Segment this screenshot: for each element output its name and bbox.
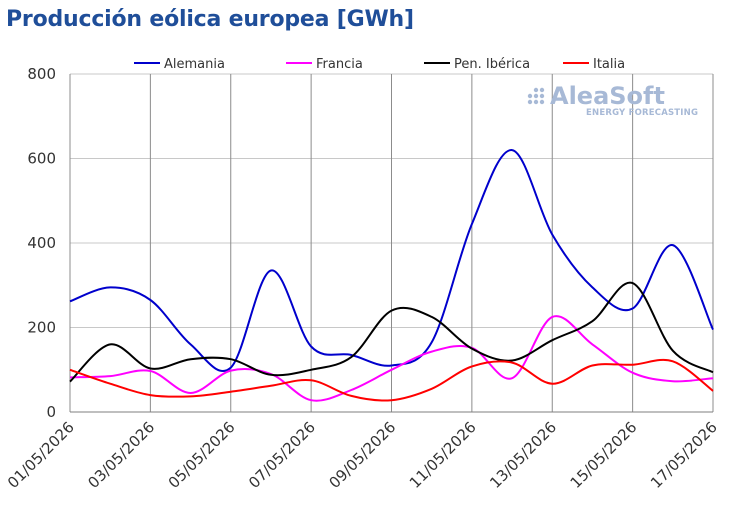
y-axis-ticks: 0 200 400 600 800 (27, 65, 56, 421)
x-tick-label: 03/05/2026 (84, 418, 158, 492)
legend-item-italia: Italia (563, 57, 625, 72)
series-line-pen-ib-rica (69, 281, 714, 383)
series-line-italia (69, 358, 714, 402)
y-tick-label: 0 (46, 403, 56, 421)
x-tick-label: 09/05/2026 (325, 418, 399, 492)
x-tick-label: 15/05/2026 (567, 418, 641, 492)
x-tick-label: 01/05/2026 (4, 418, 78, 492)
x-axis-ticks: 01/05/2026 03/05/2026 05/05/2026 07/05/2026… (4, 418, 721, 492)
x-tick-label: 07/05/2026 (245, 418, 319, 492)
y-tick-label: 200 (27, 319, 56, 337)
legend-item-francia: Francia (286, 57, 363, 72)
y-tick-label: 600 (27, 150, 56, 168)
legend-label: Francia (316, 57, 363, 72)
legend-item-alemania: Alemania (134, 57, 225, 72)
series-italia (69, 358, 714, 402)
y-tick-label: 800 (27, 65, 56, 83)
watermark: AleaSoft ENERGY FORECASTING (527, 82, 698, 118)
x-tick-label: 17/05/2026 (647, 418, 721, 492)
series-line-francia (69, 315, 714, 402)
legend-label: Alemania (164, 57, 225, 72)
series-pen-ib-rica (69, 281, 714, 383)
x-tick-label: 13/05/2026 (486, 418, 560, 492)
watermark-sub: ENERGY FORECASTING (586, 108, 698, 118)
legend-label: Italia (593, 57, 625, 72)
legend: Alemania Francia Pen. Ibérica Italia (134, 57, 625, 72)
series-alemania (69, 149, 714, 372)
grid (69, 73, 714, 413)
x-tick-label: 05/05/2026 (165, 418, 239, 492)
aleasoft-logo-icon (527, 87, 545, 105)
chart-title: Producción eólica europea [GWh] (6, 7, 414, 32)
series-francia (69, 315, 714, 402)
series-lines (69, 149, 714, 402)
series-line-alemania (69, 149, 714, 372)
watermark-main: AleaSoft (550, 82, 665, 110)
y-tick-label: 400 (27, 234, 56, 252)
x-tick-label: 11/05/2026 (406, 418, 480, 492)
legend-label: Pen. Ibérica (454, 57, 530, 72)
legend-item-pen-ib-rica: Pen. Ibérica (424, 57, 530, 72)
